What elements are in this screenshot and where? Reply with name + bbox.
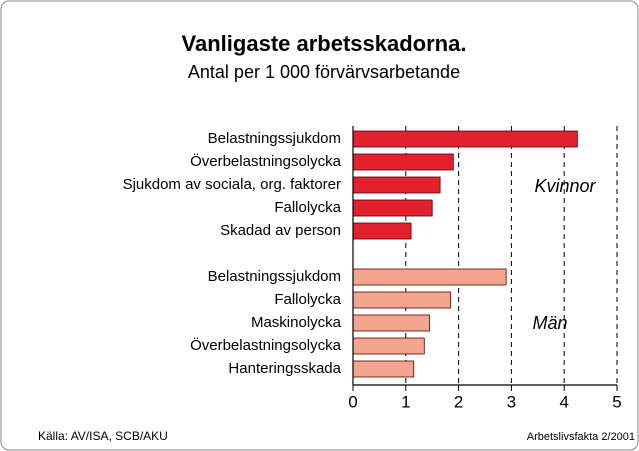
bar [352,222,412,240]
bar [352,314,430,332]
x-tick-label: 0 [348,392,357,411]
group-label: Kvinnor [534,176,596,196]
y-tick-label: Fallolycka [274,199,341,216]
y-tick-label: Hanteringsskada [228,360,341,377]
chart-subtitle: Antal per 1 000 förvärvsarbetande [188,62,460,82]
y-tick-label: Sjukdom av sociala, org. faktorer [123,176,341,193]
bar [352,337,425,355]
x-tick-label: 3 [507,392,516,411]
y-tick-label: Belastningssjukdom [208,268,341,285]
y-tick-label: Belastningssjukdom [208,130,341,147]
x-tick-label: 1 [401,392,410,411]
source: Källa: AV/ISA, SCB/AKU [38,429,168,443]
x-tick-label: 2 [454,392,463,411]
y-tick-label: Överbelastningsolycka [190,152,342,170]
x-tick-label: 5 [612,392,621,411]
bar [352,130,578,148]
bar [352,360,415,378]
bar [352,291,452,309]
y-tick-label: Fallolycka [274,291,341,308]
bar [352,153,454,171]
credit: Arbetslivsfakta 2/2001 [527,431,635,443]
y-tick-label: Maskinolycka [251,314,342,331]
y-tick-label: Överbelastningsolycka [190,336,342,354]
x-tick-label: 4 [559,392,568,411]
bar [352,268,507,286]
bar [352,199,433,217]
chart-title: Vanligaste arbetsskadorna. [182,31,467,56]
bar [352,176,441,194]
y-tick-label: Skadad av person [220,222,341,239]
group-label: Män [532,313,567,333]
